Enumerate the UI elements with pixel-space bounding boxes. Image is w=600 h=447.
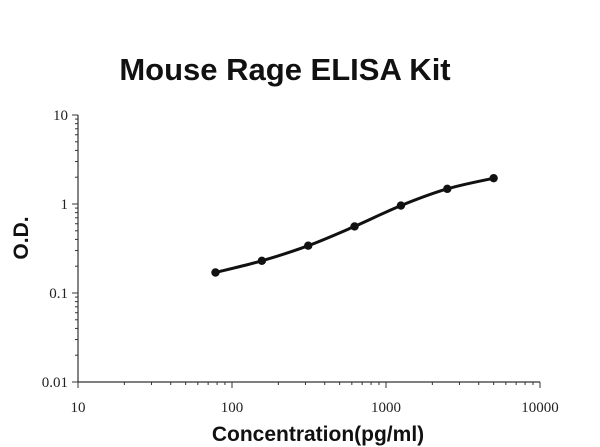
x-axis-ticks: 10 100 1000 10000 (71, 382, 559, 416)
data-point (257, 256, 267, 266)
y-tick-label: 0.1 (49, 286, 68, 302)
data-point (211, 268, 220, 277)
y-axis-label: O.D. (10, 216, 33, 259)
y-tick-label: 0.01 (42, 375, 68, 391)
data-point (443, 184, 452, 194)
y-tick-label: 1 (61, 197, 69, 213)
x-tick-label: 100 (221, 400, 244, 416)
data-point (304, 241, 313, 250)
x-tick-label: 10000 (521, 400, 559, 416)
y-tick-label: 10 (53, 108, 68, 124)
x-tick-label: 10 (71, 400, 86, 416)
x-axis-label: Concentration(pg/ml) (212, 423, 424, 446)
data-point (396, 201, 406, 210)
x-tick-label: 1000 (371, 400, 401, 416)
chart-title: Mouse Rage ELISA Kit (119, 52, 450, 87)
data-point (350, 222, 359, 231)
y-axis-ticks: 10 1 0.1 0.01 (42, 108, 78, 391)
data-points-layer (211, 173, 498, 277)
data-point (489, 173, 498, 183)
